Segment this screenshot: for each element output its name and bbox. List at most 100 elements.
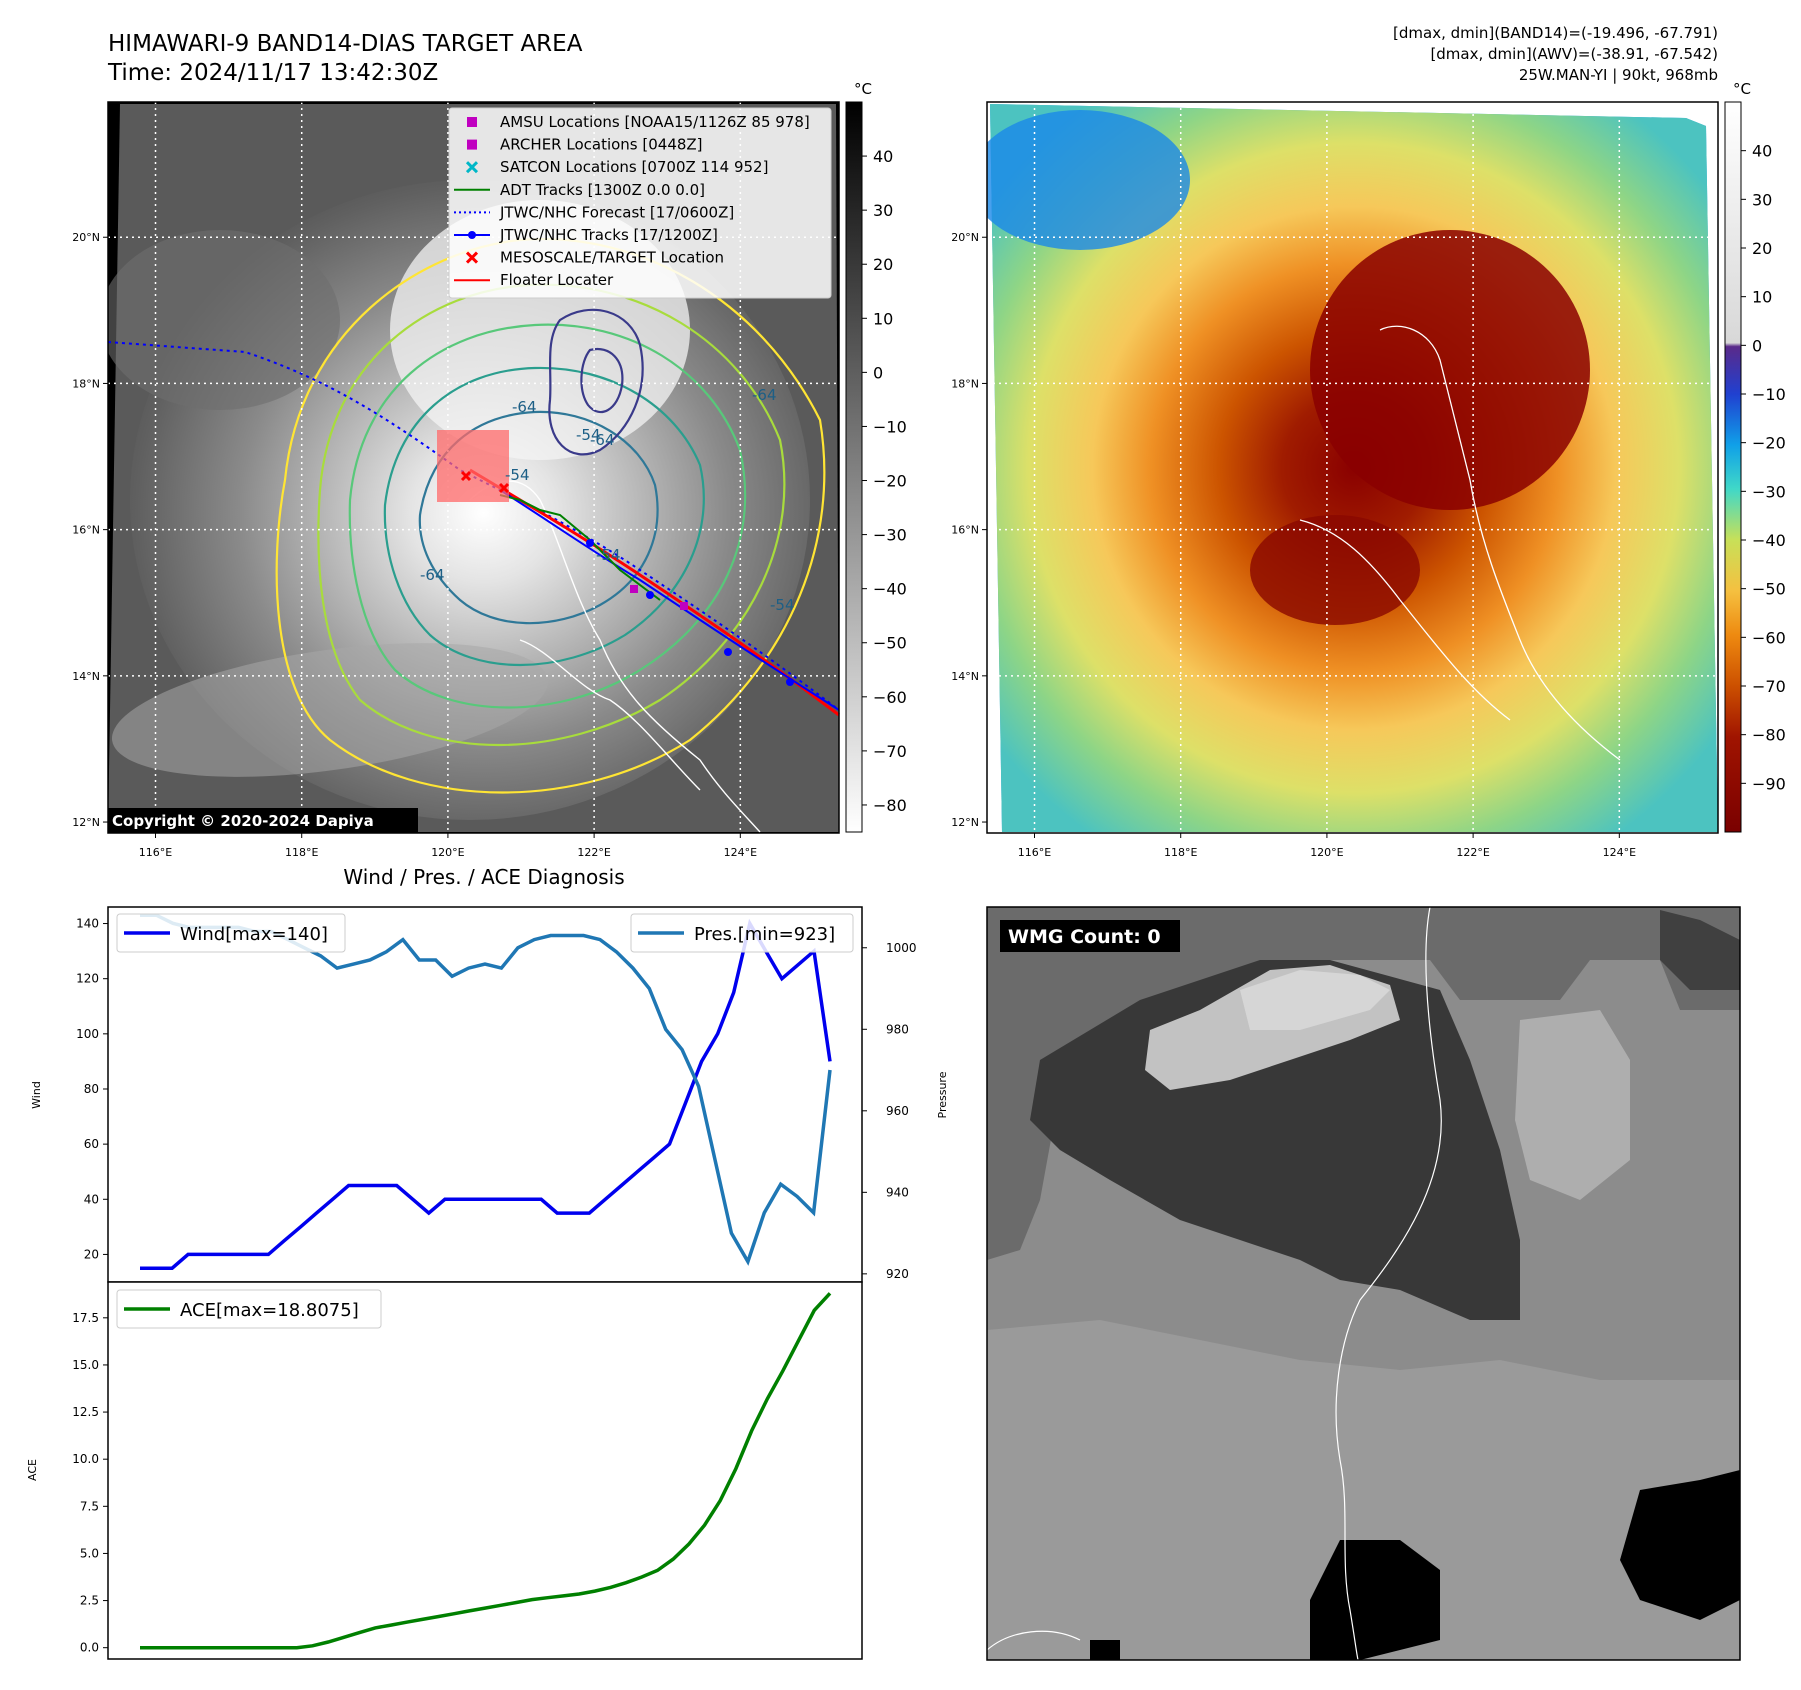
lon-tick-label: 116°E [139,846,172,859]
awv-colorbar: °C 40 30 20 10 0 −10 −20 −30 −40 −50 −60 −70 −80 −90 [1724,80,1786,833]
map-legend-label: Floater Locater [500,271,614,289]
lat-tick-label: 20°N [72,231,100,244]
target-area-box [437,430,509,502]
svg-text:-54: -54 [576,426,601,444]
colorbar-tick-label: 30 [873,201,893,220]
ace-series-line [140,1292,832,1650]
colorbar-tick-label: −70 [1752,677,1786,696]
colorbar-tick-label: −60 [873,688,907,707]
colorbar-tick-label: 20 [1752,239,1772,258]
lat-tick-label: 14°N [951,670,979,683]
awv-colorbar-unit: °C [1733,80,1751,98]
wmg-count-badge: WMG Count: 0 [1000,920,1180,952]
map-legend-item: ARCHER Locations [0448Z] [467,136,703,154]
pressure-tick-label: 1000 [886,941,917,955]
map-legend-item: JTWC/NHC Forecast [17/0600Z] [454,203,734,221]
colorbar-tick-label: 0 [873,363,883,382]
wind-series-line [140,918,832,1270]
wind-tick-label: 80 [84,1082,99,1096]
wind-pressure-chart: Wind / Pres. / ACE Diagnosis 20 40 60 80 100… [30,865,949,1283]
awv-map-image [987,102,1718,833]
pressure-legend: Pres.[min=923] [630,913,854,953]
ace-tick-label: 0.0 [80,1641,99,1655]
lat-tick-label: 20°N [951,231,979,244]
wind-tick-label: 40 [84,1192,99,1206]
pressure-axis-label: Pressure [936,1071,949,1118]
ir-map-legend: AMSU Locations [NOAA15/1126Z 85 978] ARCH… [448,107,832,299]
colorbar-tick-label: −50 [873,634,907,653]
diagnosis-title: Wind / Pres. / ACE Diagnosis [343,865,624,889]
ace-tick-label: 17.5 [72,1311,99,1325]
wind-tick-label: 120 [76,972,99,986]
stats-storm: 25W.MAN-YI | 90kt, 968mb [1519,66,1718,84]
ir-map-ticks: 116°E 118°E 120°E 122°E 124°E 20°N 18°N 16°N 14°… [72,231,757,859]
jtwc-track-points [586,539,794,686]
colorbar-tick-label: −20 [1752,434,1786,453]
map-legend-label: JTWC/NHC Forecast [17/0600Z] [499,203,734,221]
svg-text:-64: -64 [512,398,537,416]
colorbar-tick-label: −80 [873,796,907,815]
lat-tick-label: 12°N [72,816,100,829]
svg-text:-54: -54 [770,596,795,614]
wmg-frame [986,906,1741,1661]
lat-tick-label: 16°N [72,524,100,537]
lat-tick-label: 12°N [951,816,979,829]
map-legend-item: MESOSCALE/TARGET Location [465,249,724,267]
wind-tick-label: 20 [84,1247,99,1261]
colorbar-tick-label: −40 [1752,531,1786,550]
wmg-panel: WMG Count: 0 [986,906,1741,1661]
pressure-legend-label: Pres.[min=923] [694,924,835,945]
ir-colorbar-unit: °C [854,80,872,98]
map-legend-item: AMSU Locations [NOAA15/1126Z 85 978] [467,113,810,131]
svg-text:-54: -54 [596,546,621,564]
awv-map-panel: 116°E 118°E 120°E 122°E 124°E 20°N 18°N 16°N 14°… [951,101,1719,859]
colorbar-tick-label: −30 [1752,482,1786,501]
adt-track-line [499,494,661,601]
wind-tick-label: 140 [76,917,99,931]
pressure-tick-label: 980 [886,1022,909,1036]
colorbar-tick-label: −90 [1752,774,1786,793]
lon-tick-label: 120°E [431,846,464,859]
pressure-tick-label: 940 [886,1185,909,1199]
map-point-markers [460,470,688,610]
stats-awv: [dmax, dmin](AWV)=(-38.91, -67.542) [1430,45,1718,63]
svg-text:-64: -64 [752,386,777,404]
colorbar-tick-label: −70 [873,742,907,761]
pressure-tick-label: 920 [886,1267,909,1281]
lon-tick-label: 116°E [1018,846,1051,859]
awv-map-frame [986,101,1719,834]
wind-legend-label: Wind[max=140] [180,924,328,945]
colorbar-tick-label: 40 [1752,142,1772,161]
pressure-tick-label: 960 [886,1104,909,1118]
ace-tick-label: 12.5 [72,1405,99,1419]
lon-tick-label: 120°E [1310,846,1343,859]
wind-axis-label: Wind [30,1081,43,1109]
ace-chart: 0.0 2.5 5.0 7.5 10.0 12.5 15.0 17.5 ACE ACE[max… [26,1281,863,1660]
colorbar-tick-label: −10 [873,417,907,436]
figure-time: Time: 2024/11/17 13:42:30Z [107,60,438,86]
map-legend-item: JTWC/NHC Tracks [17/1200Z] [454,226,718,244]
map-legend-label: MESOSCALE/TARGET Location [500,249,724,267]
colorbar-tick-label: −80 [1752,726,1786,745]
lon-tick-label: 124°E [1603,846,1636,859]
svg-text:-64: -64 [590,431,615,449]
wind-legend: Wind[max=140] [116,913,346,953]
ir-colorbar: °C 40 30 20 10 0 −10 −20 −30 −40 −50 −60 −70 −80 [845,80,907,833]
ir-map-frame [107,101,840,834]
colorbar-tick-label: −10 [1752,385,1786,404]
colorbar-tick-label: −60 [1752,628,1786,647]
map-legend-label: JTWC/NHC Tracks [17/1200Z] [499,226,718,244]
map-legend-item: SATCON Locations [0700Z 114 952] [465,158,768,176]
map-legend-item: Floater Locater [454,271,614,289]
svg-text:-64: -64 [420,566,445,584]
lat-tick-label: 18°N [72,377,100,390]
ace-tick-label: 10.0 [72,1452,99,1466]
figure-title: HIMAWARI-9 BAND14-DIAS TARGET AREA [108,31,583,57]
colorbar-tick-label: 10 [873,309,893,328]
colorbar-tick-label: 40 [873,147,893,166]
lat-tick-label: 16°N [951,524,979,537]
map-legend-label: ADT Tracks [1300Z 0.0 0.0] [500,181,705,199]
wmg-image [987,907,1740,1660]
lon-tick-label: 118°E [1164,846,1197,859]
